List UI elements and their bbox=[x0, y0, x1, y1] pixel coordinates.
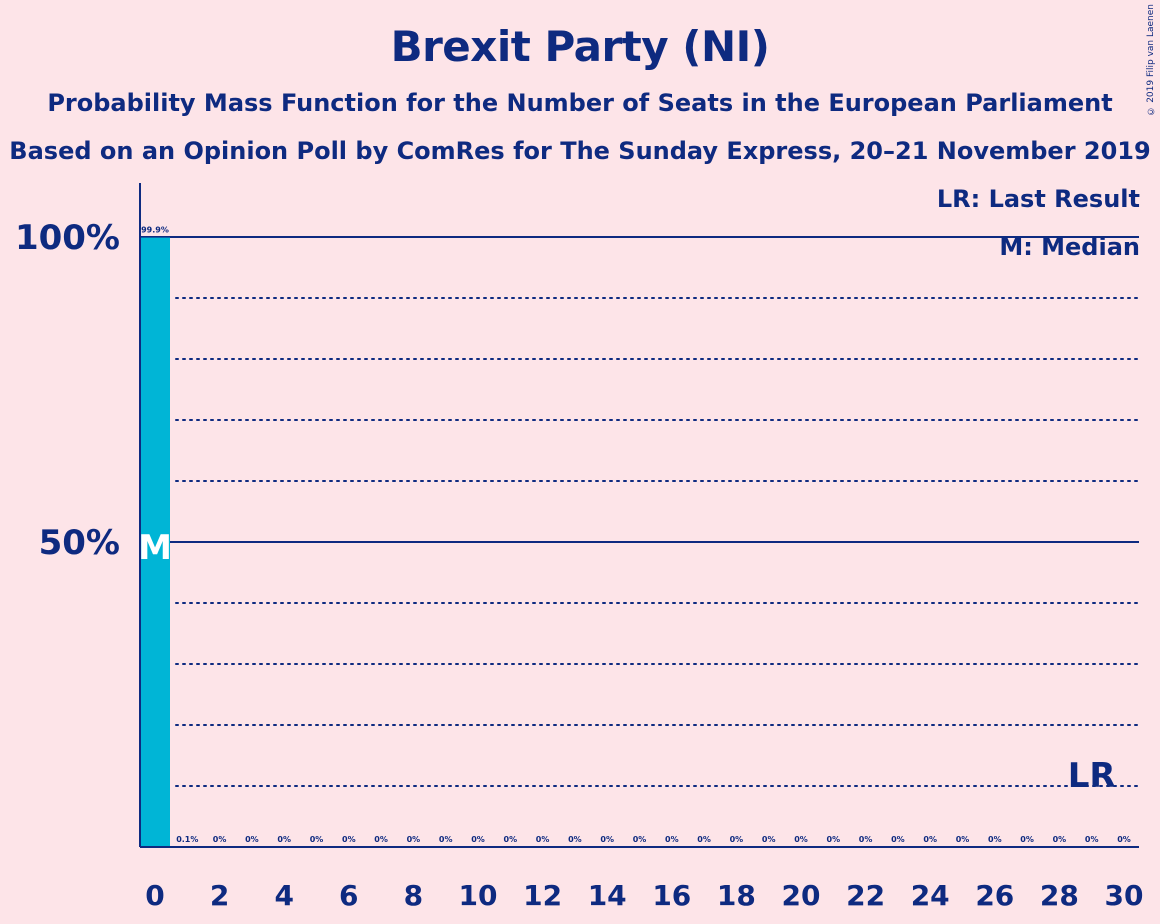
bar-label-seat-11: 0% bbox=[504, 835, 518, 844]
x-tick-label-14: 14 bbox=[588, 879, 627, 912]
x-tick-label-10: 10 bbox=[459, 879, 498, 912]
x-tick-label-4: 4 bbox=[274, 879, 293, 912]
bar-label-seat-17: 0% bbox=[697, 835, 711, 844]
bar-label-seat-6: 0% bbox=[342, 835, 356, 844]
bar-label-seat-9: 0% bbox=[439, 835, 453, 844]
x-tick-label-18: 18 bbox=[717, 879, 756, 912]
x-tick-label-20: 20 bbox=[782, 879, 821, 912]
bar-label-seat-25: 0% bbox=[956, 835, 970, 844]
median-marker: M bbox=[138, 528, 172, 568]
bar-label-seat-7: 0% bbox=[374, 835, 388, 844]
bar-label-seat-19: 0% bbox=[762, 835, 776, 844]
x-tick-label-16: 16 bbox=[652, 879, 691, 912]
bar-label-seat-18: 0% bbox=[730, 835, 744, 844]
chart-title: Brexit Party (NI) bbox=[390, 22, 770, 71]
bar-label-seat-28: 0% bbox=[1053, 835, 1067, 844]
chart-subtitle: Probability Mass Function for the Number… bbox=[47, 89, 1113, 117]
x-tick-label-26: 26 bbox=[975, 879, 1014, 912]
bar-label-seat-26: 0% bbox=[988, 835, 1002, 844]
bar-label-seat-15: 0% bbox=[633, 835, 647, 844]
bar-label-seat-30: 0% bbox=[1117, 835, 1131, 844]
x-tick-label-30: 30 bbox=[1105, 879, 1144, 912]
x-tick-label-24: 24 bbox=[911, 879, 950, 912]
x-tick-label-2: 2 bbox=[210, 879, 229, 912]
x-tick-label-0: 0 bbox=[145, 879, 164, 912]
last-result-marker: LR bbox=[1068, 756, 1116, 796]
bar-label-seat-27: 0% bbox=[1020, 835, 1034, 844]
bar-label-seat-3: 0% bbox=[245, 835, 259, 844]
y-tick-label-50: 50% bbox=[39, 523, 120, 563]
bar-label-seat-2: 0% bbox=[213, 835, 227, 844]
bar-seat-0 bbox=[140, 237, 170, 848]
bar-label-seat-29: 0% bbox=[1085, 835, 1099, 844]
x-tick-label-8: 8 bbox=[404, 879, 423, 912]
bar-label-seat-20: 0% bbox=[794, 835, 808, 844]
bar-label-seat-13: 0% bbox=[568, 835, 582, 844]
bar-label-seat-1: 0.1% bbox=[176, 835, 198, 844]
bar-label-seat-24: 0% bbox=[923, 835, 937, 844]
x-tick-label-6: 6 bbox=[339, 879, 358, 912]
x-tick-label-28: 28 bbox=[1040, 879, 1079, 912]
bar-label-seat-10: 0% bbox=[471, 835, 485, 844]
chart-subtitle-poll: Based on an Opinion Poll by ComRes for T… bbox=[9, 137, 1151, 165]
bar-label-seat-23: 0% bbox=[891, 835, 905, 844]
legend-last-result: LR: Last Result bbox=[936, 185, 1140, 213]
bar-label-seat-5: 0% bbox=[310, 835, 324, 844]
bar-label-seat-4: 0% bbox=[277, 835, 291, 844]
bar-label-seat-12: 0% bbox=[536, 835, 550, 844]
bar-label-seat-21: 0% bbox=[827, 835, 841, 844]
bar-label-seat-22: 0% bbox=[859, 835, 873, 844]
bar-label-seat-14: 0% bbox=[600, 835, 614, 844]
bar-label-seat-0: 99.9% bbox=[141, 226, 169, 235]
bar-label-seat-16: 0% bbox=[665, 835, 679, 844]
y-tick-label-100: 100% bbox=[15, 218, 120, 258]
x-tick-label-22: 22 bbox=[846, 879, 885, 912]
x-tick-label-12: 12 bbox=[523, 879, 562, 912]
bar-label-seat-8: 0% bbox=[407, 835, 421, 844]
